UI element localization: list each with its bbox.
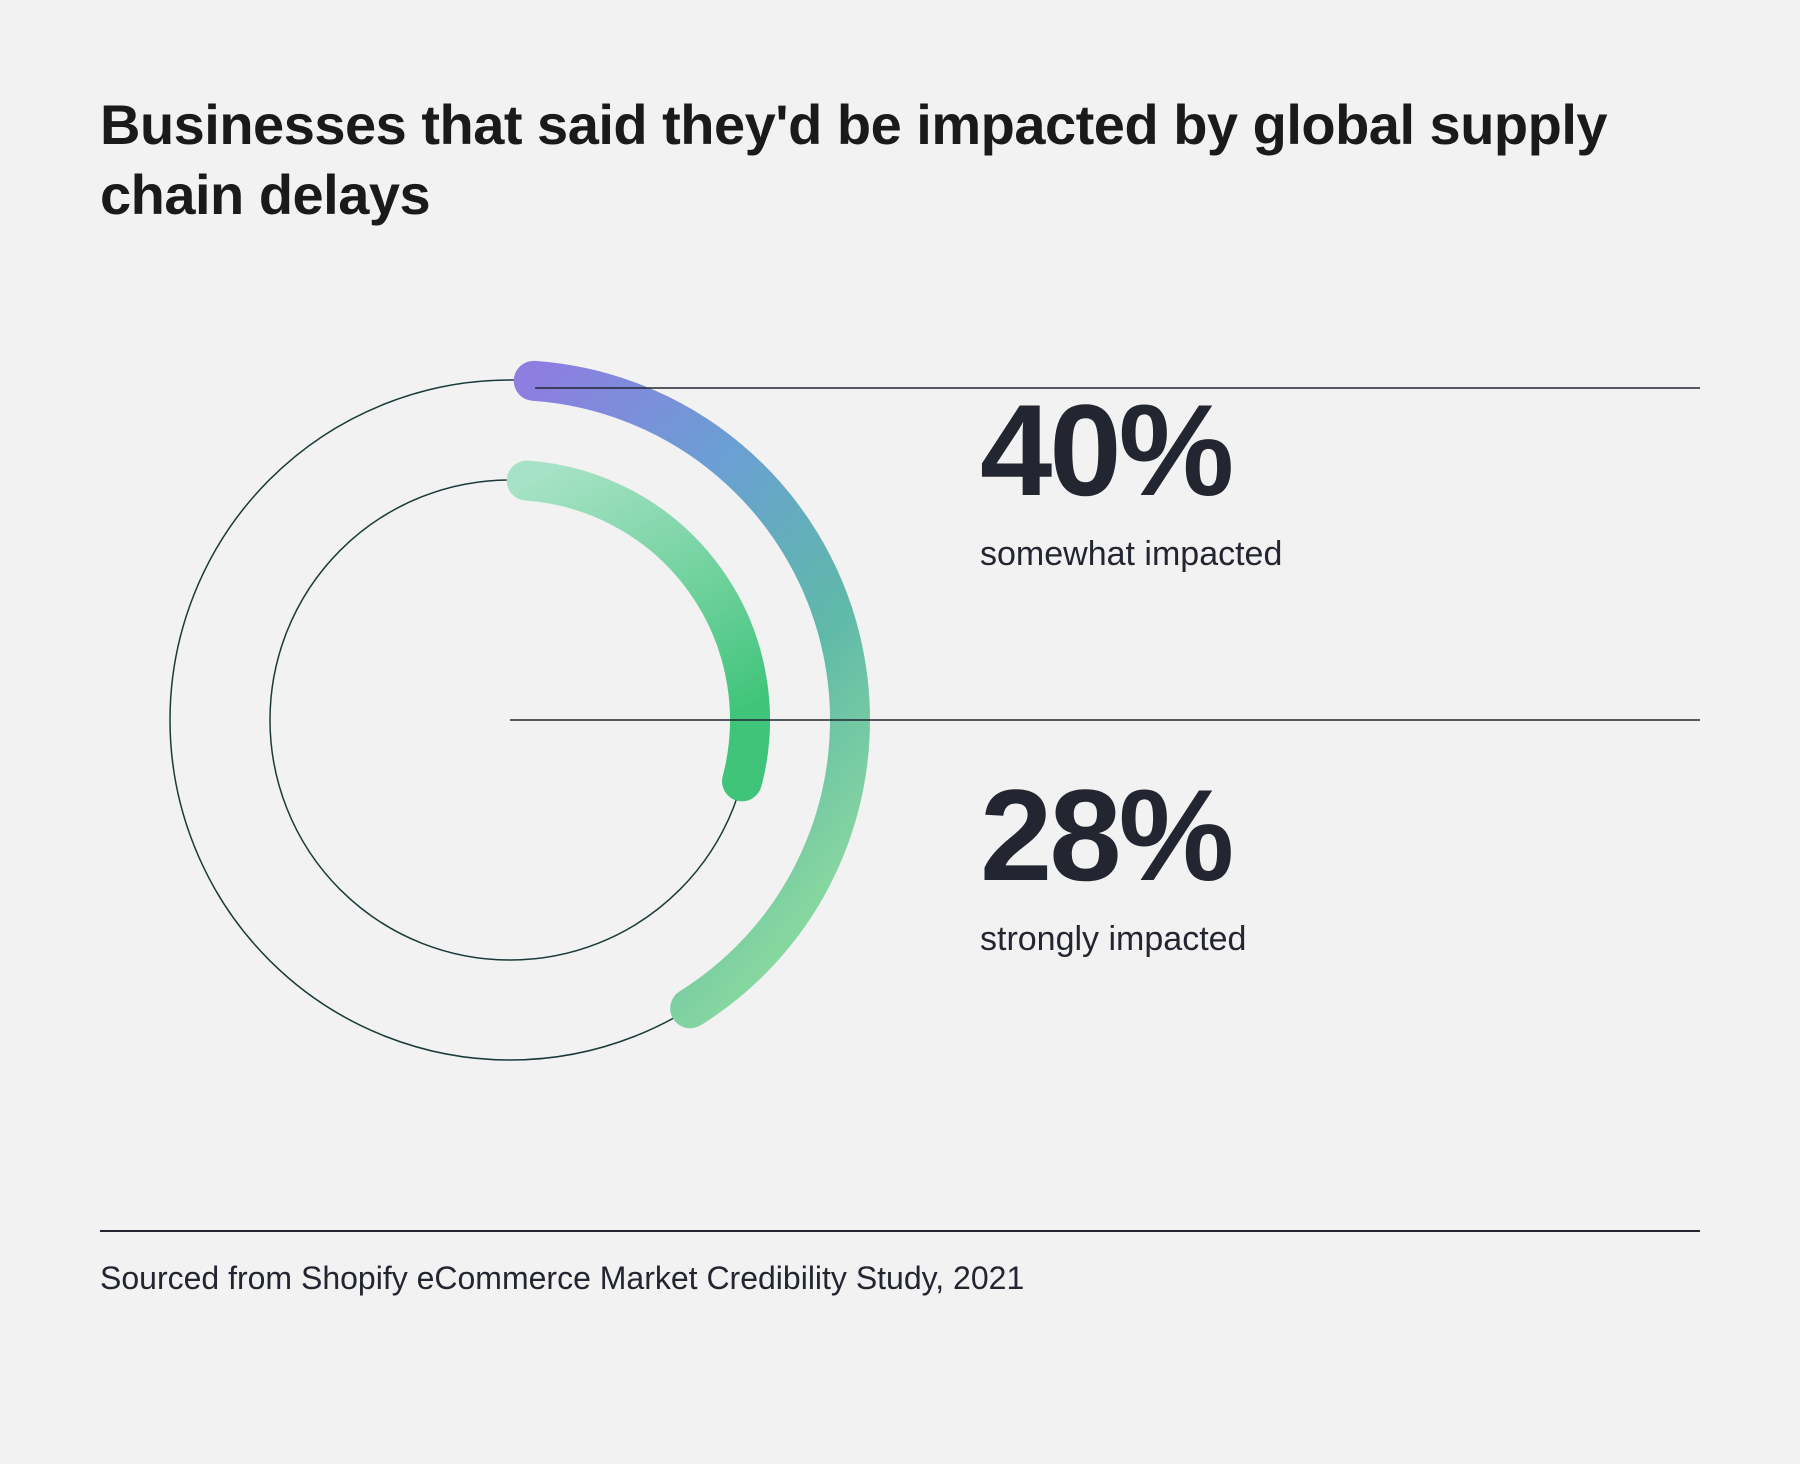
label-somewhat-impacted: 40% somewhat impacted (980, 385, 1282, 574)
radial-chart (140, 290, 1740, 1190)
chart-title: Businesses that said they'd be impacted … (100, 90, 1700, 230)
pct-value-outer: 40% (980, 385, 1282, 515)
infographic-card: Businesses that said they'd be impacted … (0, 0, 1800, 1464)
pct-desc-outer: somewhat impacted (980, 535, 1282, 574)
label-strongly-impacted: 28% strongly impacted (980, 770, 1246, 959)
pct-value-inner: 28% (980, 770, 1246, 900)
footer-divider (100, 1230, 1700, 1232)
chart-area: 40% somewhat impacted 28% strongly impac… (100, 290, 1700, 1190)
pct-desc-inner: strongly impacted (980, 920, 1246, 959)
source-citation: Sourced from Shopify eCommerce Market Cr… (100, 1260, 1700, 1297)
